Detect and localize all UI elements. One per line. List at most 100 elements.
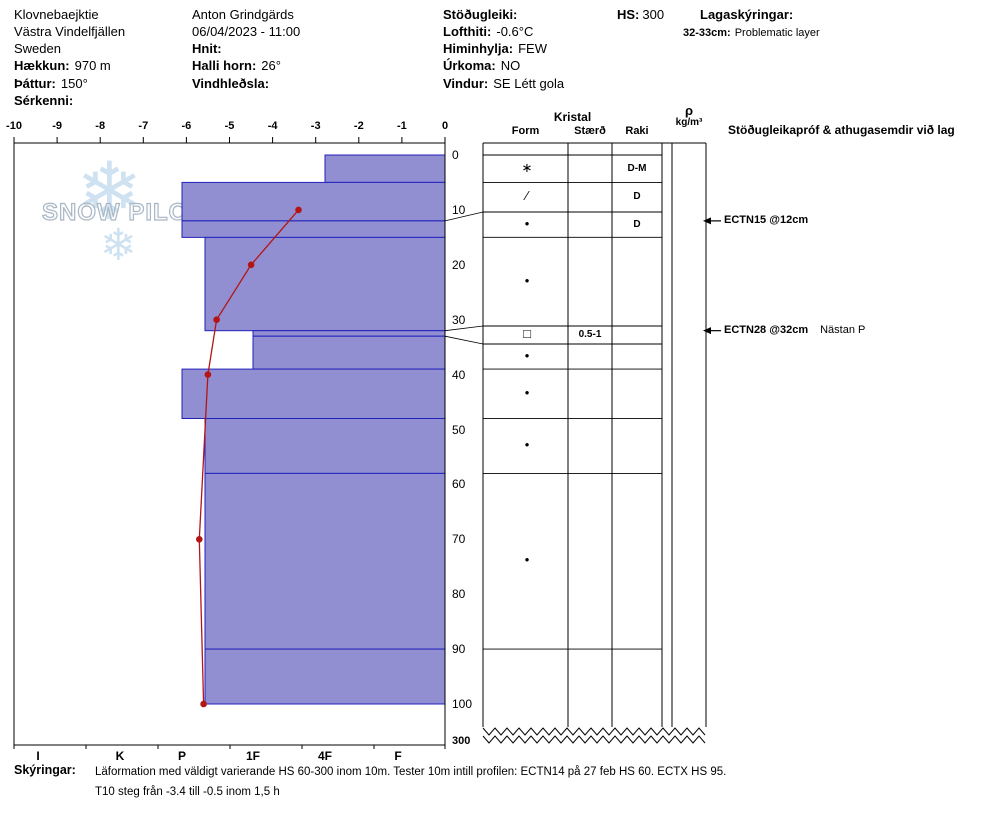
snow-layer-bar xyxy=(181,220,446,238)
depth-axis-tick-label: 20 xyxy=(452,257,466,272)
site-name: Klovnebaejktie xyxy=(14,7,99,22)
aspect-label: Þáttur: xyxy=(14,76,56,91)
depth-break-zigzag xyxy=(482,727,706,736)
size-column-header: Stærð xyxy=(574,125,606,137)
snow-layer-bar xyxy=(204,236,446,332)
test-note: Nästan P xyxy=(820,323,866,336)
temperature-point xyxy=(247,261,255,269)
depth-axis-tick-label: 10 xyxy=(452,202,466,217)
slope-label: Halli horn: xyxy=(192,58,257,73)
depth-axis-tick-label: 80 xyxy=(452,587,466,602)
depth-axis-tick-label: 100 xyxy=(452,697,473,711)
kristal-group-header: Kristal xyxy=(553,110,592,124)
depth-axis-tick-label: 40 xyxy=(452,367,466,382)
depth-axis-tick-label: 30 xyxy=(452,312,466,327)
temp-axis-tick-label: -7 xyxy=(138,120,149,132)
windloading-row: Vindhleðsla: xyxy=(192,76,269,91)
site-region: Västra Vindelfjällen xyxy=(14,24,126,39)
grain-form-symbol: • xyxy=(524,215,530,231)
elevation-value: 970 m xyxy=(74,58,111,73)
temp-axis-tick-label: -6 xyxy=(181,120,192,132)
grain-size-value: 0.5-1 xyxy=(578,329,602,340)
depth-axis-tick-label: 90 xyxy=(452,642,466,657)
hardness-axis-label: K xyxy=(115,749,125,763)
aspect-value: 150° xyxy=(60,76,88,91)
snow-layer-bar xyxy=(204,418,446,474)
layer-notes-label: Lagaskýringar: xyxy=(700,7,794,22)
snow-layer-bar xyxy=(324,154,446,183)
observer-name: Anton Grindgärds xyxy=(192,7,294,22)
grain-wetness-value: D xyxy=(633,191,641,203)
aspect-row: Þáttur: 150° xyxy=(14,76,88,91)
airtemp-label: Lofthiti: xyxy=(443,24,492,39)
grain-wetness-value: D xyxy=(633,218,641,230)
special-label: Sérkenni: xyxy=(14,93,74,108)
grain-wetness-value: D-M xyxy=(627,162,647,174)
precip-label: Úrkoma: xyxy=(443,58,496,73)
temperature-point xyxy=(295,206,302,214)
layer-note-depth: 32-33cm: xyxy=(683,27,731,39)
grain-form-symbol: • xyxy=(524,272,530,288)
grain-form-symbol: • xyxy=(524,436,530,452)
snow-layer-bar xyxy=(252,330,446,337)
layer-notes-header: Lagaskýringar: xyxy=(700,7,793,22)
wind-value: SE Létt gola xyxy=(493,76,565,91)
hs-value: 300 xyxy=(642,7,665,22)
temp-axis-tick-label: -1 xyxy=(397,120,407,132)
layer-connector-line xyxy=(444,211,484,222)
wind-row: Vindur: SE Létt gola xyxy=(443,76,564,91)
hardness-axis-label: 4F xyxy=(317,749,332,763)
wetness-column-header: Raki xyxy=(625,125,649,137)
airtemp-value: -0.6°C xyxy=(496,24,534,39)
grain-form-symbol: ∕ xyxy=(525,188,529,204)
temp-axis-tick-label: -4 xyxy=(267,120,278,132)
layer-note-text: Problematic layer xyxy=(734,27,820,39)
density-symbol-header: ρ xyxy=(684,103,694,118)
grain-form-symbol: • xyxy=(524,552,530,568)
temp-axis-tick-label: -3 xyxy=(310,120,321,132)
depth-axis-tick-label: 0 xyxy=(452,148,459,162)
depth-axis-tick-label: 70 xyxy=(452,532,466,547)
coords-row: Hnit: xyxy=(192,41,222,56)
annotation-arrow-head xyxy=(703,327,711,335)
notes-label: Skýringar: xyxy=(14,763,76,777)
site-country: Sweden xyxy=(14,41,61,56)
snow-layer-bar xyxy=(181,181,446,222)
comments-column-header: Stöðugleikapróf & athugasemdir við lag xyxy=(728,123,955,137)
layer-connector-line xyxy=(444,335,484,345)
precip-row: Úrkoma: NO xyxy=(443,58,520,73)
snowflake-icon-small: ❄ xyxy=(100,221,137,270)
notes-line-1: Läformation med väldigt varierande HS 60… xyxy=(95,766,727,778)
snow-layer-bar xyxy=(204,648,446,705)
windloading-label: Vindhleðsla: xyxy=(192,76,270,91)
form-column-header: Form xyxy=(511,125,540,137)
grain-form-symbol: • xyxy=(524,347,530,363)
layer-note: 32-33cm: Problematic layer xyxy=(683,27,820,39)
snowflake-icon: ❄ xyxy=(76,147,144,236)
stability-label: Stöðugleiki: xyxy=(443,7,518,22)
watermark-text: SNOW PILOT xyxy=(41,198,204,226)
stability-row: Stöðugleiki: xyxy=(443,7,517,22)
temperature-point xyxy=(204,371,212,378)
hardness-axis-label: P xyxy=(177,749,186,763)
notes-line-2: T10 steg från -3.4 till -0.5 inom 1,5 h xyxy=(95,786,280,798)
hardness-axis-label: I xyxy=(36,749,40,763)
hardness-axis-label: 1F xyxy=(245,749,260,763)
temp-axis-tick-label: -2 xyxy=(353,120,364,132)
annotation-arrow-head xyxy=(703,217,711,225)
special-row: Sérkenni: xyxy=(14,93,73,108)
density-unit-header: kg/m³ xyxy=(675,117,703,128)
precip-value: NO xyxy=(500,58,521,73)
test-annotation: ECTN28 @32cm Nästan P xyxy=(724,324,865,336)
sky-label: Himinhylja: xyxy=(443,41,514,56)
test-result: ECTN15 @12cm xyxy=(724,213,809,226)
sky-row: Himinhylja: FEW xyxy=(443,41,547,56)
temperature-point xyxy=(213,316,220,324)
coords-label: Hnit: xyxy=(192,41,222,56)
layer-connector-line xyxy=(444,325,484,332)
depth-axis-break-label: 300 xyxy=(452,735,471,747)
elevation-label: Hækkun: xyxy=(14,58,70,73)
grain-form-symbol: • xyxy=(524,384,530,400)
